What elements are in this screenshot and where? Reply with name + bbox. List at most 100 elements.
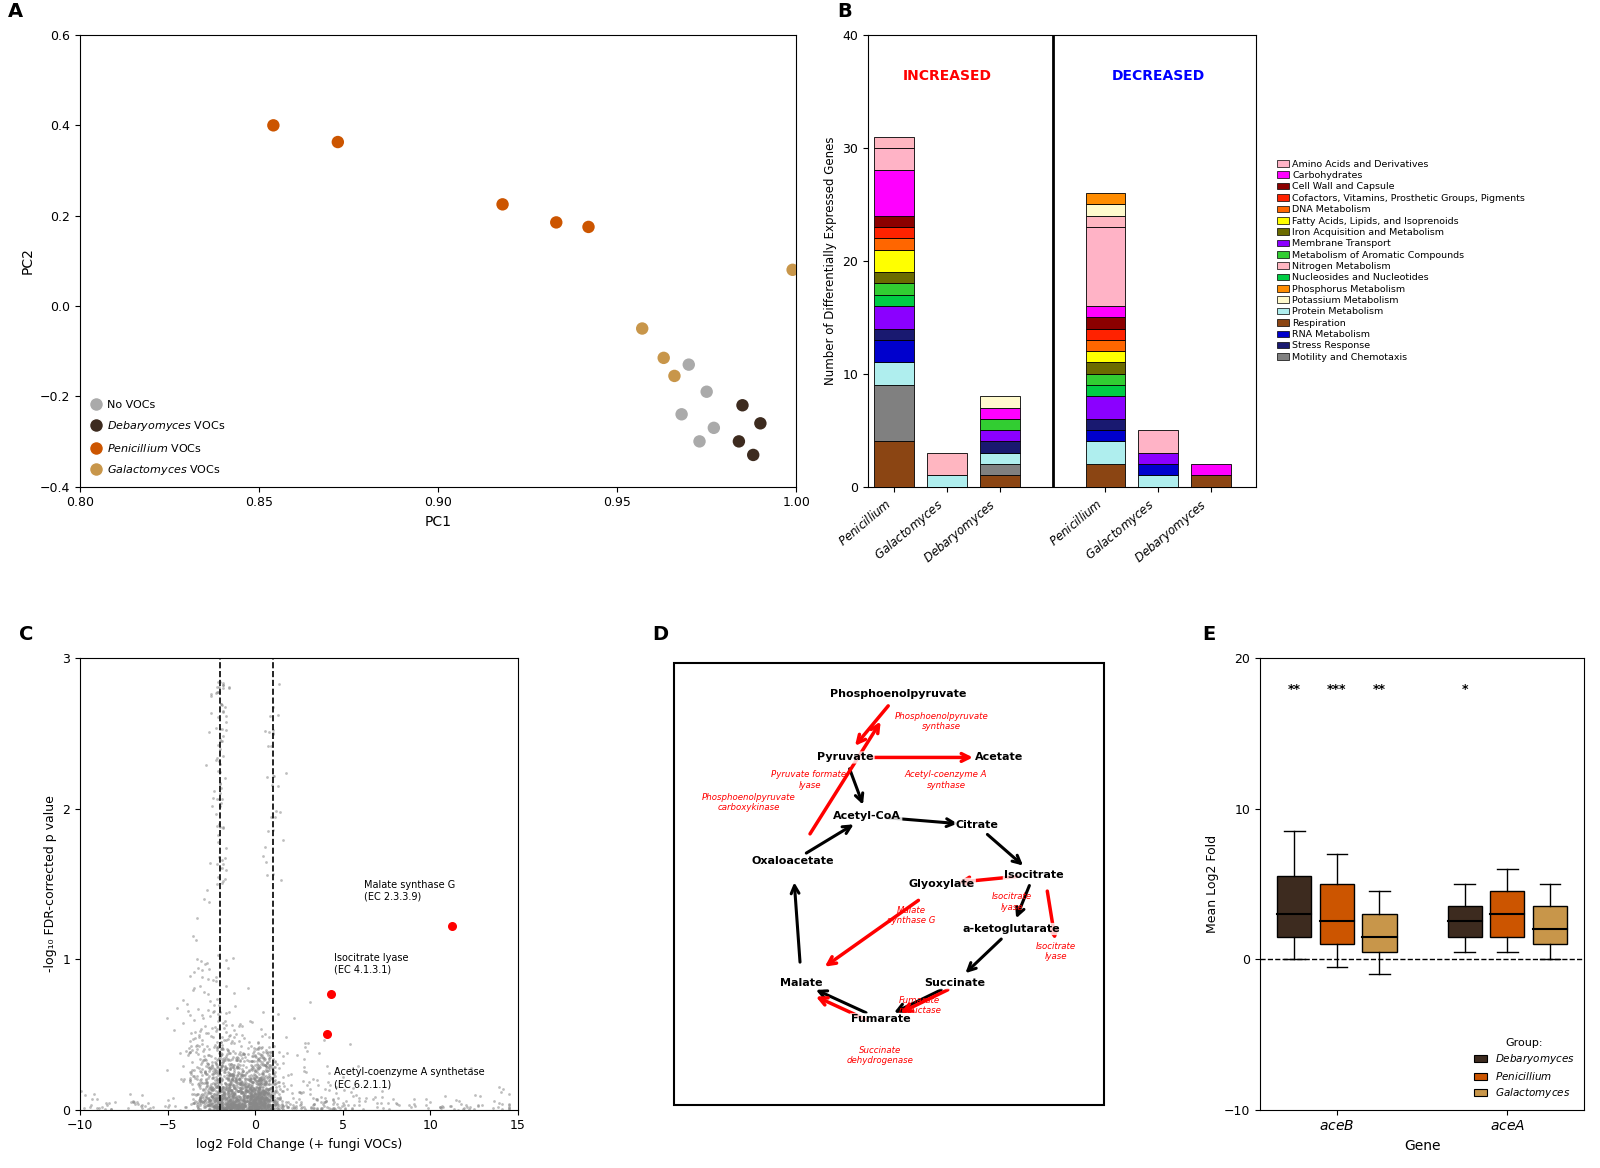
Point bbox=[214, 1040, 240, 1058]
Point bbox=[221, 1076, 246, 1094]
Point bbox=[237, 1084, 262, 1103]
Point bbox=[189, 1093, 214, 1112]
Point bbox=[669, 405, 694, 424]
Point bbox=[187, 1050, 213, 1069]
Point bbox=[245, 1097, 270, 1115]
Point bbox=[371, 1098, 397, 1117]
Point bbox=[286, 1083, 312, 1101]
Bar bbox=[981, 475, 1019, 487]
Point bbox=[262, 1099, 288, 1118]
Point bbox=[250, 1089, 275, 1107]
Point bbox=[238, 1098, 264, 1117]
Point bbox=[237, 1070, 262, 1089]
Point bbox=[210, 1057, 235, 1076]
Point bbox=[238, 1093, 264, 1112]
Point bbox=[170, 1057, 195, 1076]
Point bbox=[235, 1086, 261, 1105]
Point bbox=[243, 1097, 269, 1115]
Point bbox=[246, 1099, 272, 1118]
Point bbox=[205, 708, 230, 726]
Point bbox=[245, 1083, 270, 1101]
Point bbox=[192, 1064, 218, 1083]
Point bbox=[235, 1093, 261, 1112]
Point bbox=[243, 1061, 269, 1079]
Point bbox=[238, 1078, 264, 1097]
Point bbox=[224, 1091, 250, 1110]
Point bbox=[203, 790, 229, 808]
Point bbox=[248, 1091, 274, 1110]
Point bbox=[253, 1073, 278, 1092]
Point bbox=[243, 1099, 269, 1118]
Point bbox=[206, 858, 232, 877]
Point bbox=[226, 1099, 251, 1118]
Point bbox=[293, 1034, 318, 1052]
Point bbox=[229, 1049, 254, 1068]
Point bbox=[224, 1071, 250, 1090]
Point bbox=[402, 1094, 427, 1113]
Point bbox=[178, 1063, 203, 1082]
Point bbox=[251, 1083, 277, 1101]
Point bbox=[197, 1078, 222, 1097]
Point bbox=[205, 1083, 230, 1101]
Point bbox=[214, 1051, 240, 1070]
Point bbox=[246, 1079, 272, 1098]
Point bbox=[85, 1098, 110, 1117]
Point bbox=[238, 1085, 264, 1104]
Point bbox=[208, 1038, 234, 1057]
Point bbox=[245, 1092, 270, 1111]
Point bbox=[221, 1086, 246, 1105]
Point bbox=[445, 1100, 470, 1119]
Point bbox=[245, 1075, 270, 1093]
Point bbox=[206, 741, 232, 759]
Point bbox=[208, 1048, 234, 1066]
Bar bbox=[875, 442, 914, 487]
Point bbox=[178, 1071, 203, 1090]
Point bbox=[237, 1098, 262, 1117]
Point bbox=[216, 1094, 242, 1113]
Point bbox=[323, 1084, 349, 1103]
Point bbox=[221, 1064, 246, 1083]
Point bbox=[250, 1094, 275, 1113]
Point bbox=[291, 1050, 317, 1069]
Point bbox=[210, 1090, 235, 1108]
Text: Phosphoenolpyruvate
carboxykinase: Phosphoenolpyruvate carboxykinase bbox=[702, 793, 795, 812]
Point bbox=[243, 1089, 269, 1107]
Point bbox=[254, 1097, 280, 1115]
Point bbox=[219, 1066, 245, 1085]
Point bbox=[242, 1084, 267, 1103]
Point bbox=[259, 864, 285, 883]
Point bbox=[242, 1056, 267, 1075]
Point bbox=[275, 1065, 301, 1084]
Point bbox=[90, 1098, 115, 1117]
Point bbox=[227, 1075, 253, 1093]
Point bbox=[184, 1096, 210, 1114]
Point bbox=[261, 766, 286, 785]
Point bbox=[248, 1020, 274, 1038]
Point bbox=[251, 1087, 277, 1106]
Point bbox=[198, 1079, 224, 1098]
Point bbox=[280, 1089, 306, 1107]
Point bbox=[237, 1071, 262, 1090]
Point bbox=[230, 1083, 256, 1101]
Point bbox=[195, 1079, 221, 1098]
Point bbox=[352, 1091, 378, 1110]
Point bbox=[187, 1090, 213, 1108]
Point bbox=[203, 1098, 229, 1117]
Point bbox=[222, 1072, 248, 1091]
Point bbox=[206, 1049, 232, 1068]
Point bbox=[226, 1096, 251, 1114]
Point bbox=[219, 1087, 245, 1106]
Point bbox=[251, 1090, 277, 1108]
Point bbox=[258, 736, 283, 755]
Point bbox=[240, 1092, 266, 1111]
Point bbox=[198, 1080, 224, 1099]
Point bbox=[246, 1085, 272, 1104]
Point bbox=[259, 1087, 285, 1106]
Point bbox=[229, 1066, 254, 1085]
Point bbox=[256, 1079, 282, 1098]
Point bbox=[211, 1079, 237, 1098]
Point bbox=[254, 1091, 280, 1110]
Point bbox=[254, 1045, 280, 1064]
Point bbox=[181, 1068, 206, 1086]
Point bbox=[227, 1078, 253, 1097]
